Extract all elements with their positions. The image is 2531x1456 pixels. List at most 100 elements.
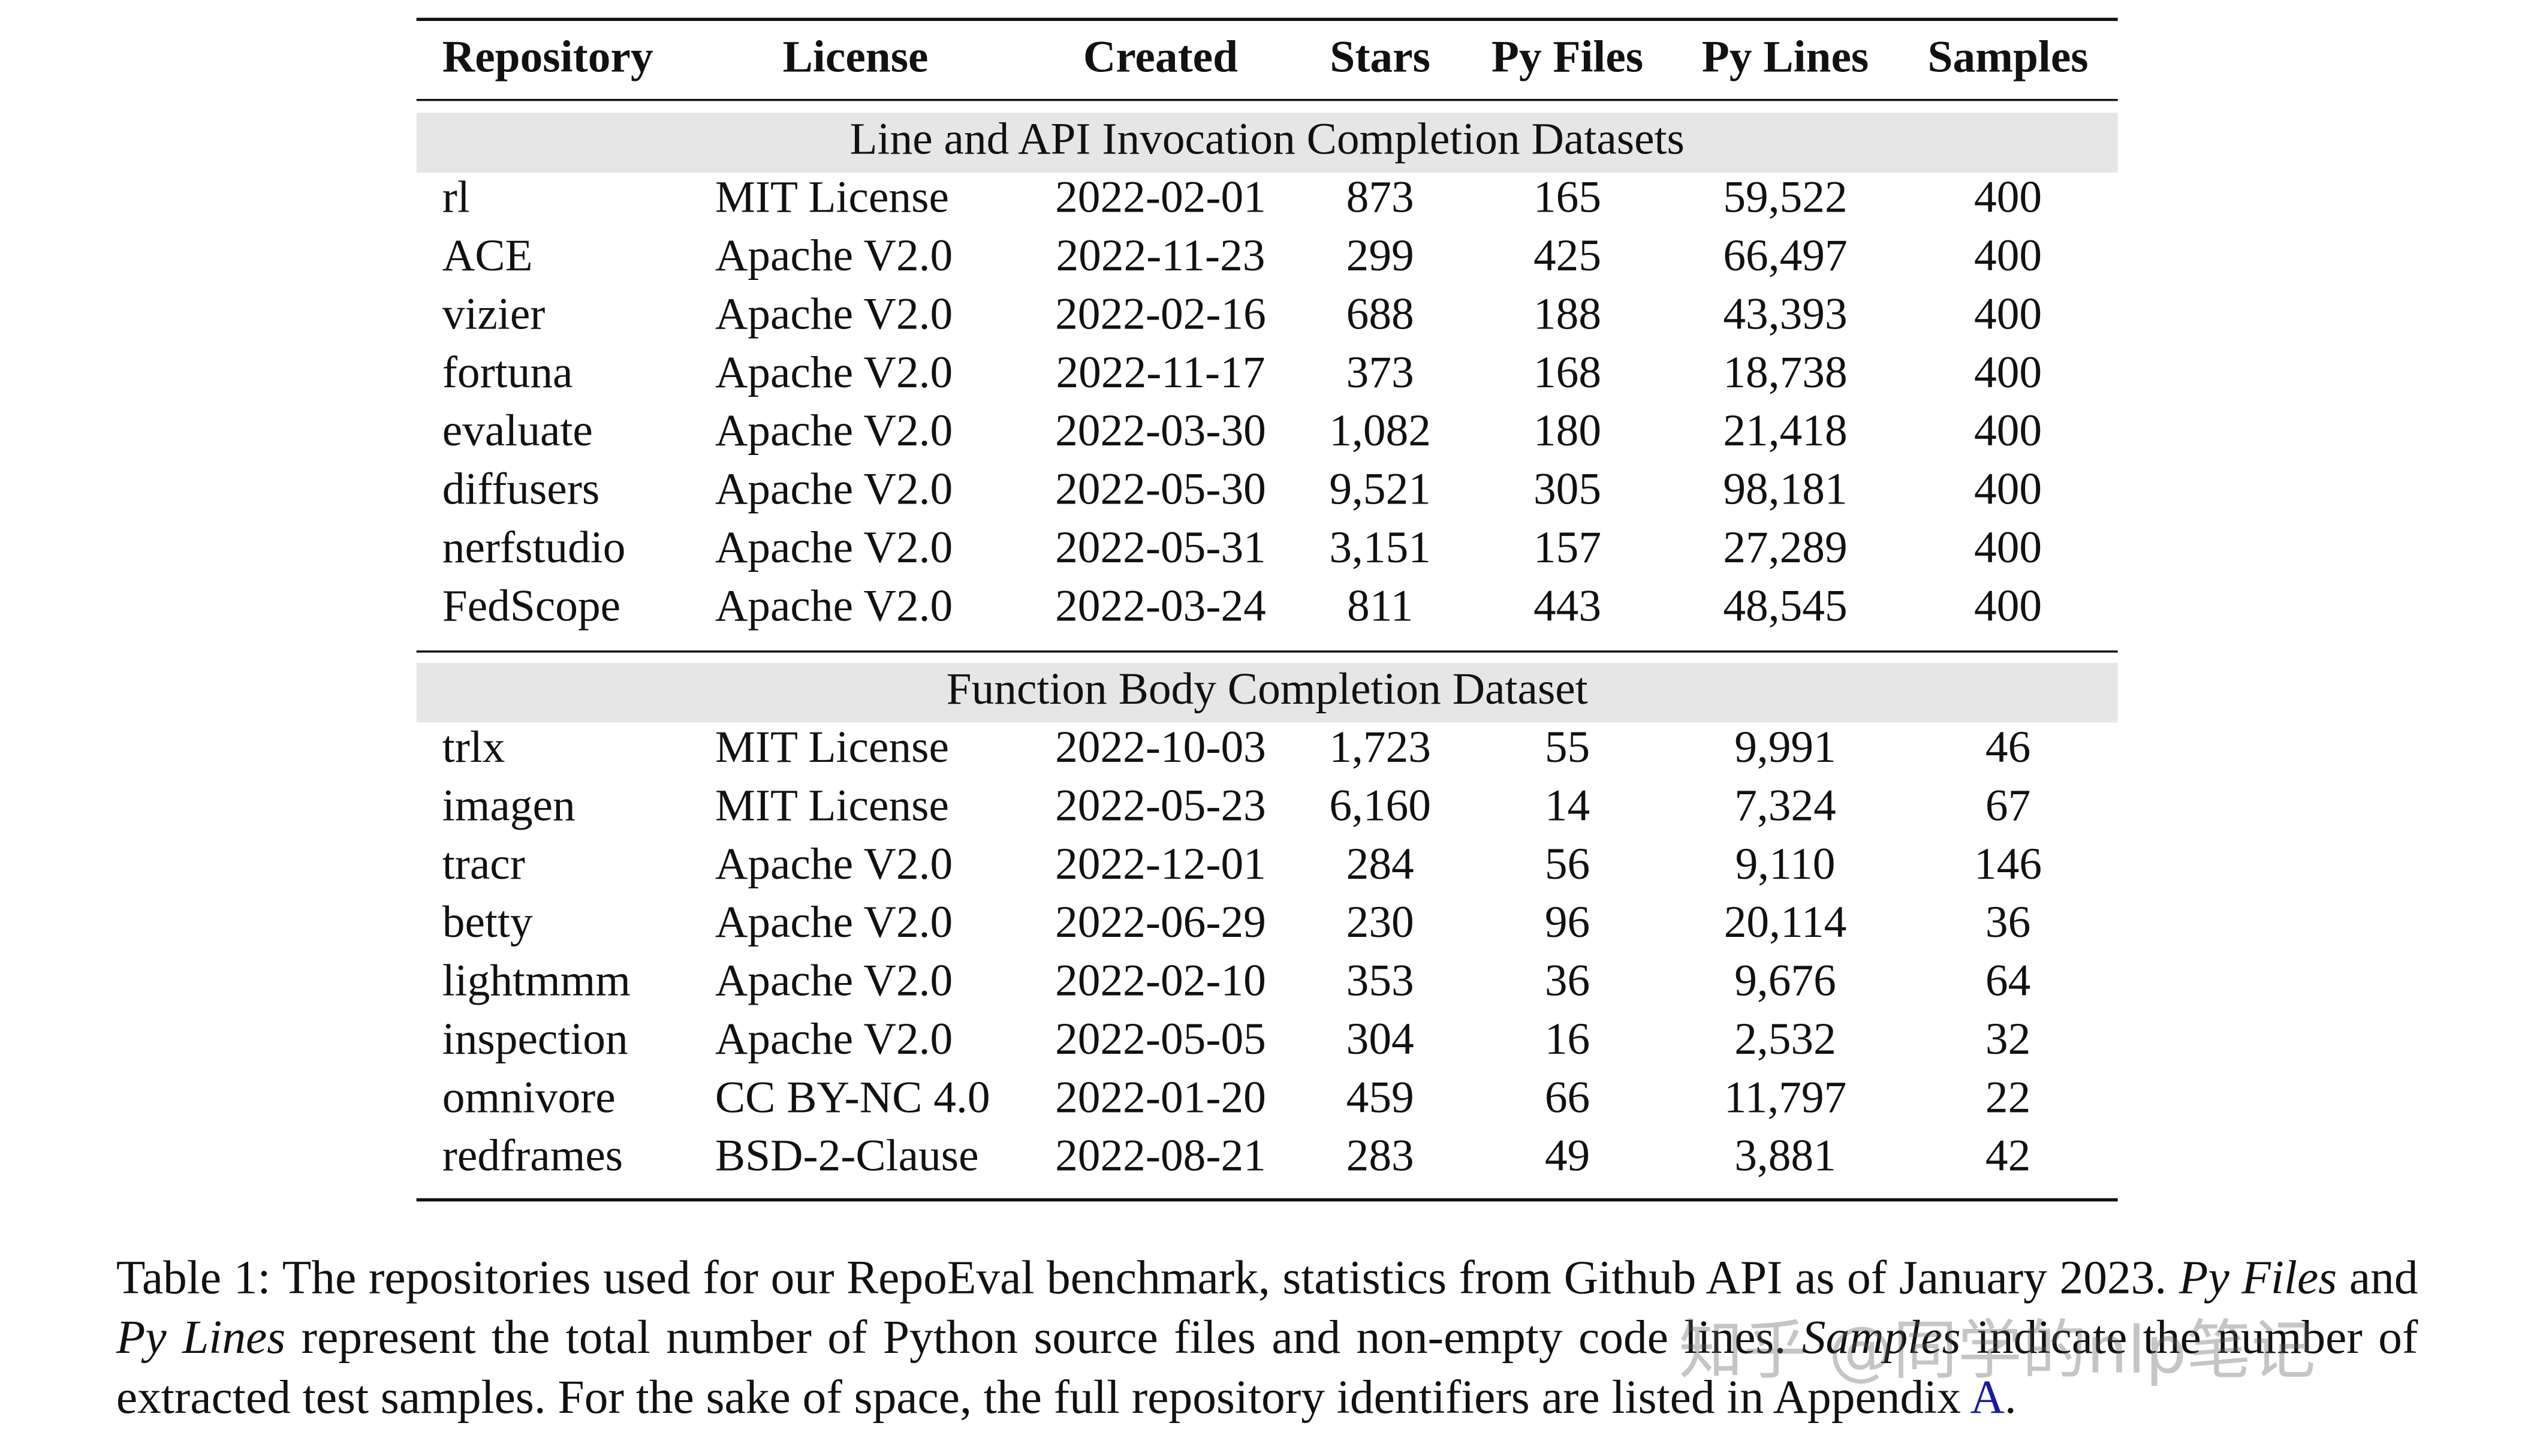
cell: 168 bbox=[1533, 348, 1601, 397]
cell: 59,522 bbox=[1723, 173, 1847, 222]
caption-text: indicate the number of extracted test sa… bbox=[116, 1312, 2418, 1424]
cell: 2022-03-30 bbox=[1055, 406, 1266, 456]
cell: 96 bbox=[1545, 897, 1590, 947]
cell: 2022-05-30 bbox=[1055, 465, 1266, 514]
cell: rl bbox=[442, 173, 470, 222]
cell: 873 bbox=[1346, 173, 1414, 222]
cell: 165 bbox=[1533, 173, 1601, 222]
cell: fortuna bbox=[442, 348, 573, 397]
cell: 9,991 bbox=[1734, 722, 1836, 772]
cell: 2022-11-17 bbox=[1056, 348, 1265, 397]
cell: 36 bbox=[1985, 897, 2030, 947]
cell: Apache V2.0 bbox=[715, 897, 953, 947]
cell: 36 bbox=[1545, 956, 1590, 1006]
cell: 2022-03-24 bbox=[1055, 581, 1266, 631]
caption-text: Table 1: The repositories used for our R… bbox=[116, 1253, 2179, 1305]
cell: 373 bbox=[1346, 348, 1414, 397]
cell: ACE bbox=[442, 231, 533, 281]
cell: 400 bbox=[1974, 173, 2042, 222]
cell: Apache V2.0 bbox=[715, 523, 953, 572]
cell: vizier bbox=[442, 289, 546, 339]
cell: 21,418 bbox=[1723, 406, 1847, 456]
cell: redframes bbox=[442, 1131, 623, 1181]
cell: 283 bbox=[1346, 1131, 1414, 1181]
cell: inspection bbox=[442, 1014, 628, 1064]
cell: 27,289 bbox=[1723, 523, 1847, 572]
cell: MIT License bbox=[715, 722, 949, 772]
cell: 2022-05-05 bbox=[1055, 1014, 1266, 1064]
cell: 304 bbox=[1346, 1014, 1414, 1064]
cell: 400 bbox=[1974, 523, 2042, 572]
cell: 55 bbox=[1545, 722, 1590, 772]
cell: 64 bbox=[1985, 956, 2030, 1006]
cell: Apache V2.0 bbox=[715, 956, 953, 1006]
cell: 443 bbox=[1533, 581, 1601, 631]
cell: 49 bbox=[1545, 1131, 1590, 1181]
column-header: License bbox=[783, 32, 929, 82]
cell: 3,151 bbox=[1329, 523, 1431, 572]
cell: imagen bbox=[442, 780, 575, 830]
cell: BSD-2-Clause bbox=[715, 1131, 979, 1181]
column-header: Py Lines bbox=[1702, 32, 1869, 82]
cell: nerfstudio bbox=[442, 523, 626, 572]
column-header: Stars bbox=[1330, 32, 1430, 82]
cell: 6,160 bbox=[1329, 780, 1431, 830]
cell: Apache V2.0 bbox=[715, 465, 953, 514]
cell: 9,110 bbox=[1735, 839, 1836, 889]
cell: 2022-08-21 bbox=[1055, 1131, 1266, 1181]
cell: 688 bbox=[1346, 289, 1414, 339]
caption-text: represent the total number of Python sou… bbox=[285, 1312, 1802, 1365]
cell: diffusers bbox=[442, 465, 599, 514]
appendix-link[interactable]: A bbox=[1970, 1372, 2005, 1424]
cell: 400 bbox=[1974, 289, 2042, 339]
cell: 305 bbox=[1533, 465, 1601, 514]
cell: 7,324 bbox=[1734, 780, 1836, 830]
caption-text: . bbox=[2004, 1372, 2017, 1424]
cell: 188 bbox=[1533, 289, 1601, 339]
cell: MIT License bbox=[715, 780, 949, 830]
section-title: Line and API Invocation Completion Datas… bbox=[850, 114, 1685, 164]
cell: 66,497 bbox=[1723, 231, 1847, 281]
cell: betty bbox=[442, 897, 533, 947]
cell: Apache V2.0 bbox=[715, 1014, 953, 1064]
column-header: Created bbox=[1083, 32, 1238, 82]
cell: 42 bbox=[1985, 1131, 2030, 1181]
cell: 3,881 bbox=[1734, 1131, 1836, 1181]
cell: 46 bbox=[1985, 722, 2030, 772]
cell: 18,738 bbox=[1723, 348, 1847, 397]
cell: 56 bbox=[1545, 839, 1590, 889]
cell: 2,532 bbox=[1734, 1014, 1836, 1064]
cell: 2022-05-23 bbox=[1055, 780, 1266, 830]
cell: Apache V2.0 bbox=[715, 839, 953, 889]
column-header: Repository bbox=[442, 32, 653, 82]
cell: 425 bbox=[1533, 231, 1601, 281]
cell: 400 bbox=[1974, 581, 2042, 631]
cell: 2022-02-01 bbox=[1055, 173, 1266, 222]
cell: 9,521 bbox=[1329, 465, 1431, 514]
cell: tracr bbox=[442, 839, 525, 889]
cell: 20,114 bbox=[1724, 897, 1847, 947]
cell: 400 bbox=[1974, 231, 2042, 281]
cell: 2022-01-20 bbox=[1055, 1072, 1266, 1122]
cell: Apache V2.0 bbox=[715, 289, 953, 339]
cell: 9,676 bbox=[1734, 956, 1836, 1006]
cell: 459 bbox=[1346, 1072, 1414, 1122]
cell: 400 bbox=[1974, 406, 2042, 456]
cell: 157 bbox=[1533, 523, 1601, 572]
cell: 146 bbox=[1974, 839, 2042, 889]
cell: 230 bbox=[1346, 897, 1414, 947]
section-band bbox=[416, 662, 2118, 723]
cell: 2022-11-23 bbox=[1056, 231, 1265, 281]
cell: Apache V2.0 bbox=[715, 231, 953, 281]
caption-text: Samples bbox=[1801, 1312, 1961, 1365]
cell: 32 bbox=[1985, 1014, 2030, 1064]
cell: 16 bbox=[1545, 1014, 1590, 1064]
cell: Apache V2.0 bbox=[715, 348, 953, 397]
cell: 48,545 bbox=[1723, 581, 1847, 631]
caption-text: Py Lines bbox=[116, 1312, 286, 1365]
cell: 400 bbox=[1974, 348, 2042, 397]
column-header: Py Files bbox=[1492, 32, 1643, 82]
